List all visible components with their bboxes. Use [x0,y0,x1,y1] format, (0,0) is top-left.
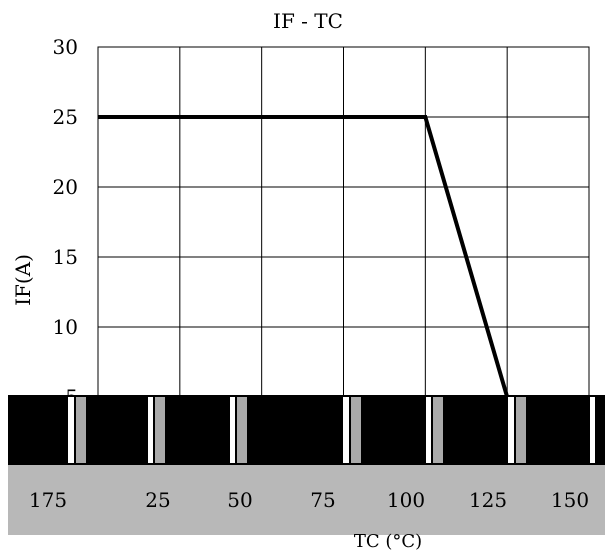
artifact-tick-label: 100 [387,488,425,512]
artifact-tick-label: 175 [29,488,67,512]
artifact-tick-label: 25 [145,488,170,512]
artifact-white-stripes [68,397,595,463]
artifact-tick-label: 150 [551,488,589,512]
artifact-stripe [516,397,526,463]
y-tick-label: 15 [53,245,78,269]
artifact-stripe [237,397,247,463]
artifact-tick-label: 75 [310,488,335,512]
artifact-gray-stripes [76,397,526,463]
y-tick-label: 20 [53,175,78,199]
series-line [98,115,510,398]
artifact-stripe [76,397,86,463]
y-tick-labels: 51015202530 [53,35,78,409]
y-tick-label: 30 [53,35,78,59]
artifact-tick-labels: 175 25 50 75 100 125 150 TC (°C) [29,488,589,552]
artifact-stripe [155,397,165,463]
artifact-stripe [426,397,431,463]
artifact-stripe [230,397,235,463]
chart-title: IF - TC [273,9,343,33]
artifact-black-band [8,395,605,465]
scan-artifact-band: 175 25 50 75 100 125 150 TC (°C) [8,395,605,552]
artifact-stripe [508,397,514,463]
artifact-tick-label: 125 [469,488,507,512]
series-layer [98,115,510,398]
artifact-tick-label: 50 [227,488,252,512]
y-axis-label: IF(A) [11,254,35,306]
x-axis-label: TC (°C) [354,531,422,552]
artifact-stripe [590,397,595,463]
y-tick-label: 25 [53,105,78,129]
artifact-stripe [351,397,361,463]
artifact-stripe [343,397,349,463]
artifact-stripe [433,397,443,463]
artifact-stripe [68,397,74,463]
artifact-stripe [148,397,153,463]
y-tick-label: 10 [53,315,78,339]
